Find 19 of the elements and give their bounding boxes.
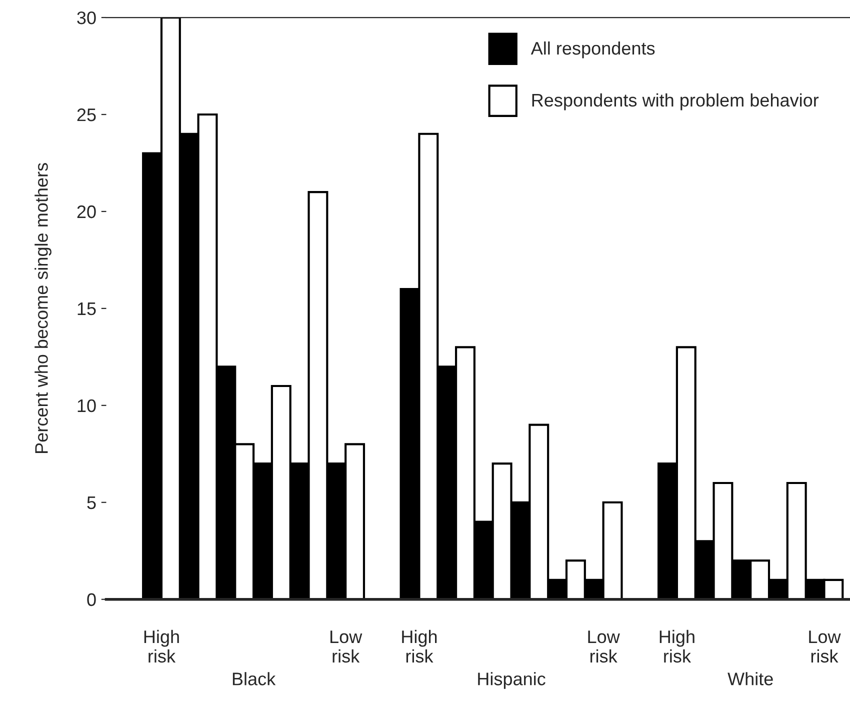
text: Hispanic xyxy=(478,672,546,689)
text: Black xyxy=(232,672,276,686)
x-tick-label: High risk xyxy=(402,630,437,663)
y-tick-label: 20 xyxy=(77,205,96,218)
y-axis-title: Percent who become single mothers xyxy=(34,163,52,453)
x-tick-label: High risk xyxy=(144,630,179,663)
x-tick-label: Low risk xyxy=(588,630,620,663)
y-tick-label: 0 xyxy=(87,593,96,606)
text: White xyxy=(728,672,773,686)
x-tick-label: High risk xyxy=(660,630,694,663)
y-tick-label: 25 xyxy=(77,108,96,122)
legend-label: Respondents with problem behavior xyxy=(532,93,819,110)
y-tick-label: 5 xyxy=(87,496,96,510)
y-tick-label: 30 xyxy=(77,11,96,24)
legend-label: All respondents xyxy=(530,41,655,58)
x-tick-label: Low risk xyxy=(330,630,362,663)
x-tick-label: Low risk xyxy=(809,630,841,663)
y-tick-label: 15 xyxy=(78,302,96,316)
y-tick-label: 10 xyxy=(78,399,96,412)
